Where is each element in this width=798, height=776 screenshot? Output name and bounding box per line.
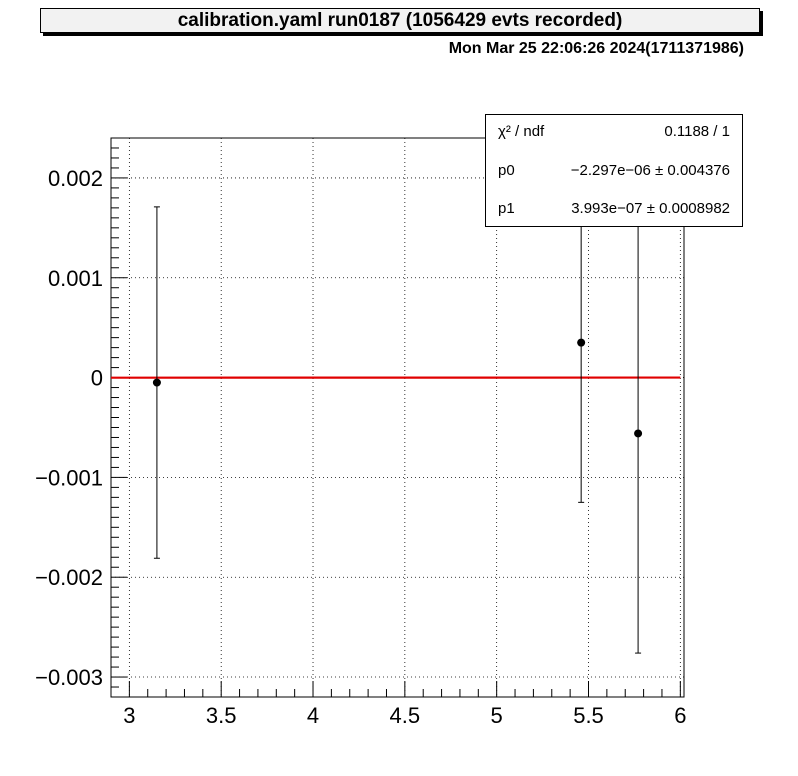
y-tick-label: 0.001 xyxy=(48,266,103,291)
x-tick-label: 5 xyxy=(491,703,503,728)
data-point xyxy=(634,429,643,438)
plot-frame xyxy=(110,137,685,698)
fit-stats-box: χ² / ndf 0.1188 / 1 p0 −2.297e−06 ± 0.00… xyxy=(485,114,743,227)
stats-value: 0.1188 / 1 xyxy=(664,123,730,140)
y-tick-label: 0 xyxy=(91,366,103,391)
timestamp: Mon Mar 25 22:06:26 2024(1711371986) xyxy=(448,40,744,57)
stats-value: −2.297e−06 ± 0.004376 xyxy=(570,162,730,179)
data-point xyxy=(152,378,161,387)
x-tick-label: 5.5 xyxy=(573,703,604,728)
x-tick-label: 4 xyxy=(307,703,319,728)
stats-key: χ² / ndf xyxy=(498,123,545,140)
data-point xyxy=(577,338,586,347)
stats-key: p0 xyxy=(498,162,515,179)
y-tick-label: −0.002 xyxy=(35,565,103,590)
x-tick-label: 3.5 xyxy=(206,703,237,728)
x-tick-label: 6 xyxy=(674,703,686,728)
data-point-group xyxy=(634,213,643,654)
y-tick-label: −0.003 xyxy=(35,665,103,690)
plot-title: calibration.yaml run0187 (1056429 evts r… xyxy=(40,8,760,33)
x-tick-label: 4.5 xyxy=(390,703,421,728)
y-tick-label: −0.001 xyxy=(35,465,103,490)
y-tick-label: 0.002 xyxy=(48,166,103,191)
stats-row-chi2: χ² / ndf 0.1188 / 1 xyxy=(498,123,730,143)
data-point-group xyxy=(152,206,161,559)
stats-key: p1 xyxy=(498,200,515,217)
stats-value: 3.993e−07 ± 0.0008982 xyxy=(571,200,730,217)
stats-row-p1: p1 3.993e−07 ± 0.0008982 xyxy=(498,200,730,220)
x-tick-label: 3 xyxy=(123,703,135,728)
stats-row-p0: p0 −2.297e−06 ± 0.004376 xyxy=(498,162,730,182)
